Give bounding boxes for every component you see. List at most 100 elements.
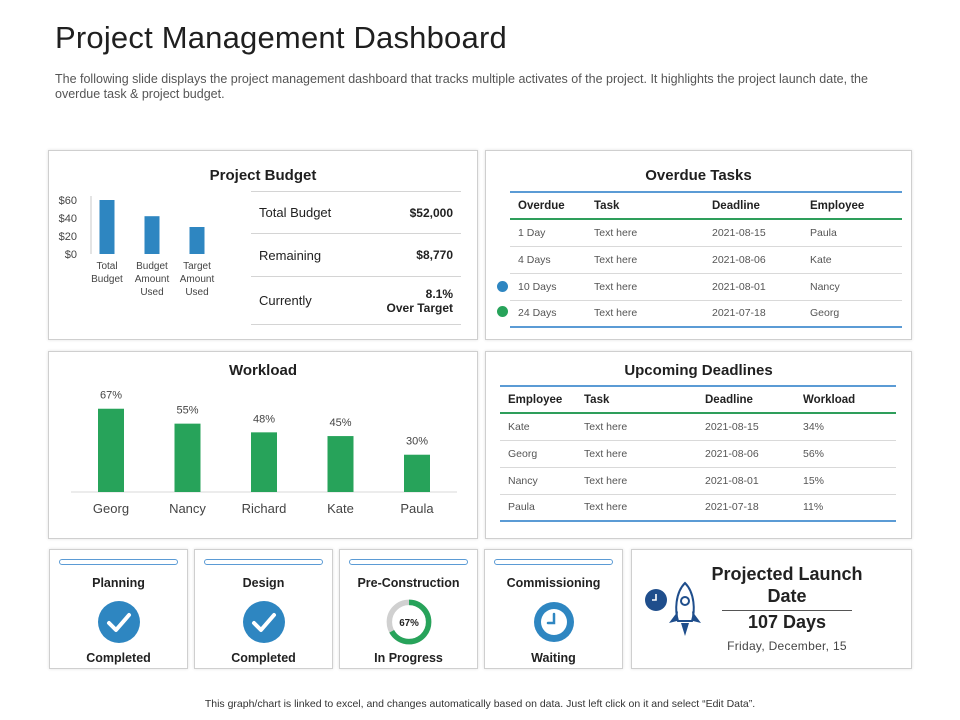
table-cell: Text here: [586, 246, 704, 274]
table-cell: 56%: [795, 440, 896, 468]
budget-over-label: Over Target: [386, 300, 453, 315]
phase-state: Waiting: [531, 651, 576, 665]
bar: [251, 432, 277, 492]
project-budget-panel: Project Budget $60 $40 $20 $0 Total Budget Bud…: [48, 150, 478, 340]
progress-ring-label: 67%: [399, 618, 419, 629]
table-cell: 15%: [795, 467, 896, 495]
phase-state: In Progress: [374, 651, 443, 665]
data-label: 48%: [253, 413, 275, 425]
table-cell: 1 Day: [510, 219, 586, 247]
table-cell: Paula: [802, 219, 902, 247]
x-tick-label: Budget: [136, 261, 168, 272]
y-tick-label: $0: [65, 249, 77, 261]
x-tick-label: Target: [183, 261, 211, 272]
table-cell: Georg: [802, 300, 902, 328]
x-tick-label: Total: [96, 261, 117, 272]
overdue-tasks-panel: Overdue Tasks Overdue Task Deadline Empl…: [485, 150, 912, 340]
table-cell: Paula: [500, 494, 576, 522]
workload-title: Workload: [228, 362, 298, 379]
budget-row-remaining: Remaining $8,770: [251, 234, 461, 277]
phase-bar: [349, 559, 468, 565]
phase-card-commissioning: Commissioning Waiting: [484, 549, 623, 669]
table-row: 4 Days Text here 2021-08-06 Kate: [510, 246, 902, 274]
budget-row-total: Total Budget $52,000: [251, 191, 461, 234]
launch-days: 107 Days: [722, 610, 852, 633]
column-header: Workload: [795, 385, 896, 414]
budget-title: Project Budget: [209, 167, 317, 184]
table-cell: Kate: [500, 413, 576, 441]
budget-row-currently: Currently 8.1% Over Target: [251, 277, 461, 325]
budget-over-percent: 8.1%: [425, 286, 453, 301]
table-cell: Text here: [586, 273, 704, 301]
rocket-icon: [669, 581, 701, 636]
table-cell: 2021-07-18: [704, 300, 802, 328]
table-row: Nancy Text here 2021-08-01 15%: [500, 467, 896, 495]
table-row: 10 Days Text here 2021-08-01 Nancy: [510, 273, 902, 301]
phase-bar: [494, 559, 613, 565]
phase-bar: [204, 559, 323, 565]
table-cell: Nancy: [500, 467, 576, 495]
table-cell: 2021-08-01: [697, 467, 795, 495]
clock-icon: [533, 602, 574, 642]
budget-row-value: $52,000: [409, 205, 453, 220]
progress-ring-icon: 67%: [386, 599, 431, 645]
upcoming-deadlines-panel: Upcoming Deadlines Employee Task Deadlin…: [485, 351, 912, 539]
table-row: 24 Days Text here 2021-07-18 Georg: [510, 300, 902, 328]
budget-row-label: Total Budget: [259, 205, 332, 220]
table-cell: 10 Days: [510, 273, 586, 301]
table-row: Georg Text here 2021-08-06 56%: [500, 440, 896, 468]
table-cell: 2021-08-15: [697, 413, 795, 441]
table-row: Paula Text here 2021-07-18 11%: [500, 494, 896, 522]
data-label: 55%: [176, 405, 198, 417]
table-cell: 34%: [795, 413, 896, 441]
table-cell: Text here: [576, 440, 697, 468]
upcoming-table: Employee Task Deadline Workload Kate Tex…: [500, 385, 896, 522]
table-cell: 2021-08-01: [704, 273, 802, 301]
workload-bar-chart: 67% Georg 55% Nancy 48% Richard 45% Kate 30% Paul…: [71, 390, 457, 516]
column-header: Deadline: [704, 191, 802, 220]
table-cell: 4 Days: [510, 246, 586, 274]
data-label: 45%: [329, 417, 351, 429]
y-tick-label: $20: [59, 231, 77, 243]
y-tick-label: $40: [59, 213, 77, 225]
upcoming-title: Upcoming Deadlines: [624, 362, 773, 379]
x-tick-label: Amount: [135, 274, 170, 285]
table-row: 1 Day Text here 2021-08-15 Paula: [510, 219, 902, 247]
x-tick-label: Amount: [180, 274, 215, 285]
column-header: Overdue: [510, 191, 586, 220]
data-label: 30%: [406, 436, 428, 448]
table-cell: Kate: [802, 246, 902, 274]
x-tick-label: Budget: [91, 274, 123, 285]
page-title: Project Management Dashboard: [55, 20, 507, 55]
table-cell: Nancy: [802, 273, 902, 301]
table-cell: 24 Days: [510, 300, 586, 328]
table-header-row: Overdue Task Deadline Employee: [510, 191, 902, 220]
table-cell: Text here: [586, 300, 704, 328]
phase-label: Design: [242, 576, 285, 590]
projected-launch-panel: Projected Launch Date 107 Days Friday, D…: [631, 549, 912, 669]
bar: [174, 423, 201, 492]
budget-row-value: $8,770: [416, 248, 453, 262]
page-subtitle: The following slide displays the project…: [55, 72, 868, 101]
x-tick-label: Paula: [400, 501, 434, 516]
budget-bar-chart: $60 $40 $20 $0 Total Budget Budget Amount Used Ta…: [59, 195, 215, 298]
phase-bar: [59, 559, 178, 565]
bar: [99, 200, 115, 254]
phase-label: Planning: [92, 576, 145, 590]
overdue-title: Overdue Tasks: [645, 167, 752, 184]
column-header: Deadline: [697, 385, 795, 414]
workload-panel: Workload 67% Georg 55% Nancy 48% Richard 45% Ka…: [48, 351, 478, 539]
launch-title: Projected Launch Date: [711, 564, 863, 606]
x-tick-label: Used: [140, 287, 163, 298]
column-header: Employee: [500, 385, 576, 414]
column-header: Task: [576, 385, 697, 414]
table-cell: Text here: [576, 467, 697, 495]
bar: [98, 408, 124, 492]
table-cell: 2021-08-15: [704, 219, 802, 247]
status-dot-blue: [497, 281, 508, 292]
phase-label: Commissioning: [506, 576, 601, 590]
phase-state: Completed: [231, 651, 296, 665]
clock-icon: [645, 589, 667, 611]
phase-card-planning: Planning Completed: [49, 549, 188, 669]
bar: [404, 454, 430, 492]
